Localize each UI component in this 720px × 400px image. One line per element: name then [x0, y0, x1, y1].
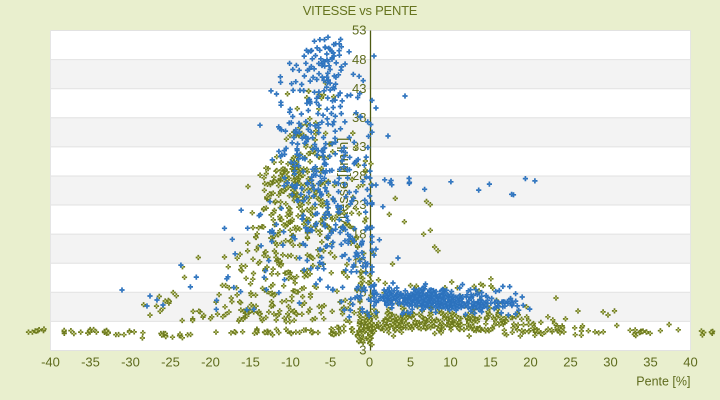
svg-text:-15: -15: [241, 355, 260, 370]
svg-text:Pente [%]: Pente [%]: [636, 375, 690, 389]
svg-text:40: 40: [683, 355, 697, 370]
svg-text:35: 35: [643, 355, 657, 370]
svg-text:48: 48: [352, 52, 366, 67]
svg-text:-40: -40: [41, 355, 60, 370]
svg-text:-20: -20: [201, 355, 220, 370]
svg-text:0: 0: [366, 355, 373, 370]
svg-text:8: 8: [359, 285, 366, 300]
svg-text:3: 3: [359, 343, 366, 358]
svg-text:-25: -25: [161, 355, 180, 370]
svg-text:-30: -30: [121, 355, 140, 370]
svg-text:5: 5: [407, 355, 414, 370]
svg-text:53: 53: [352, 23, 366, 38]
svg-text:10: 10: [443, 355, 457, 370]
svg-text:43: 43: [352, 81, 366, 96]
svg-text:25: 25: [563, 355, 577, 370]
svg-text:-35: -35: [81, 355, 100, 370]
svg-text:-5: -5: [325, 355, 337, 370]
svg-text:VITESSE vs PENTE: VITESSE vs PENTE: [303, 3, 418, 18]
svg-text:30: 30: [603, 355, 617, 370]
svg-text:20: 20: [523, 355, 537, 370]
svg-text:-10: -10: [281, 355, 300, 370]
svg-text:15: 15: [483, 355, 497, 370]
